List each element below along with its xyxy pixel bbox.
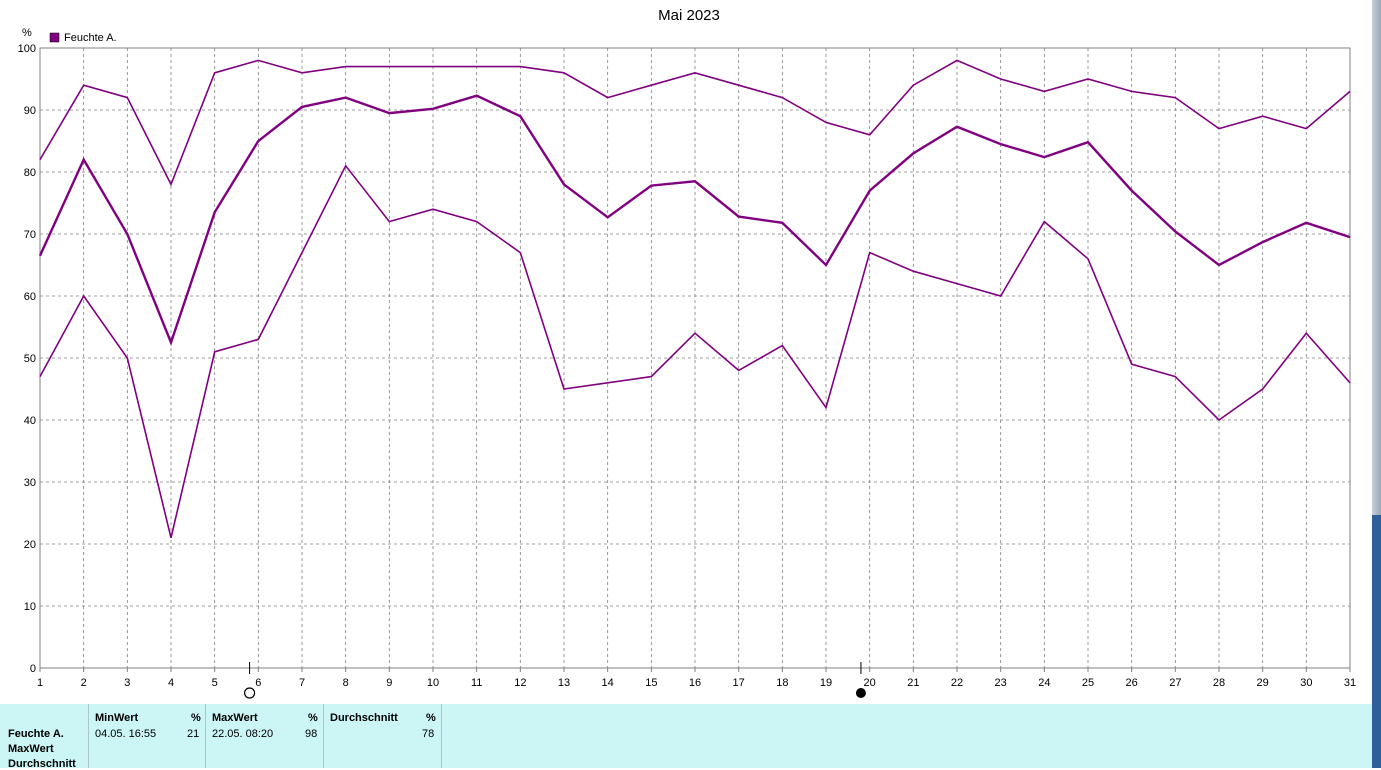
series-line-min <box>39 164 1351 538</box>
stats-row-avg: Durchschnitt <box>8 758 76 770</box>
new-moon-icon <box>855 688 866 698</box>
x-tick-label: 25 <box>1082 677 1094 689</box>
x-tick-label: 1 <box>37 677 43 689</box>
y-tick-label: 100 <box>18 43 36 55</box>
x-tick-label: 30 <box>1300 677 1312 689</box>
x-tick-label: 19 <box>820 677 832 689</box>
stats-avg-value: 78 <box>422 728 435 740</box>
series-line-max <box>39 59 1351 187</box>
x-tick-label: 11 <box>471 677 482 689</box>
y-tick-label: 10 <box>24 601 36 613</box>
stats-row-max: MaxWert <box>8 743 54 755</box>
legend-label: Feuchte A. <box>64 32 117 44</box>
x-tick-label: 24 <box>1038 677 1050 689</box>
stats-col-unit: % <box>426 712 436 724</box>
x-tick-label: 9 <box>386 677 392 689</box>
stats-panel: Feuchte A. MaxWert Durchschnitt MinWert … <box>0 704 1372 770</box>
x-tick-label: 26 <box>1126 677 1138 689</box>
x-tick-label: 2 <box>81 677 87 689</box>
stats-col-max: MaxWert % 22.05. 08:20 98 <box>205 704 323 768</box>
grid <box>40 48 1350 668</box>
y-tick-label: 70 <box>24 229 36 241</box>
window-edge-accent <box>1372 515 1381 768</box>
x-tick-label: 10 <box>427 677 439 689</box>
x-tick-label: 22 <box>951 677 963 689</box>
stats-max-value: 98 <box>305 728 318 740</box>
y-tick-label: 0 <box>30 663 36 675</box>
y-tick-label: 50 <box>24 353 36 365</box>
x-tick-label: 7 <box>299 677 305 689</box>
x-tick-label: 5 <box>212 677 218 689</box>
x-tick-label: 31 <box>1344 677 1356 689</box>
chart-title: Mai 2023 <box>658 7 720 24</box>
stats-col-unit: % <box>191 712 201 724</box>
y-tick-label: 30 <box>24 477 36 489</box>
stats-col-avg: Durchschnitt % 78 <box>323 704 442 768</box>
x-tick-label: 17 <box>733 677 745 689</box>
stats-max-time: 22.05. 08:20 <box>212 728 274 740</box>
stats-col-min: MinWert % 04.05. 16:55 21 <box>88 704 205 768</box>
stats-min-time: 04.05. 16:55 <box>95 728 157 740</box>
y-tick-label: 90 <box>24 105 36 117</box>
x-tick-label: 15 <box>645 677 657 689</box>
x-tick-label: 16 <box>689 677 701 689</box>
x-tick-label: 28 <box>1213 677 1225 689</box>
stats-min-value: 21 <box>187 728 200 740</box>
series-lines <box>38 59 1351 538</box>
series-line-avg <box>38 94 1351 346</box>
y-tick-label: 80 <box>24 167 36 179</box>
window-edge <box>1372 0 1381 768</box>
x-tick-label: 13 <box>558 677 570 689</box>
x-tick-label: 12 <box>514 677 526 689</box>
legend-swatch <box>49 32 60 43</box>
stats-row-series: Feuchte A. <box>8 728 64 740</box>
humidity-chart: Mai 2023 % Feuchte A. 0 10 20 30 40 50 60 70 80 9… <box>18 7 1356 699</box>
stats-col-header: MinWert <box>95 712 139 724</box>
stats-col-header: Durchschnitt <box>330 712 398 724</box>
x-tick-label: 18 <box>776 677 788 689</box>
y-tick-label: 20 <box>24 539 36 551</box>
x-tick-label: 4 <box>168 677 174 689</box>
x-tick-label: 29 <box>1257 677 1269 689</box>
moon-phases <box>244 662 866 699</box>
x-tick-label: 20 <box>864 677 876 689</box>
full-moon-icon <box>244 687 256 699</box>
x-tick-label: 27 <box>1169 677 1181 689</box>
x-tick-label: 8 <box>343 677 349 689</box>
y-axis-unit: % <box>22 27 32 39</box>
y-tick-label: 40 <box>24 415 36 427</box>
x-tick-label: 21 <box>907 677 919 689</box>
stats-col-unit: % <box>308 712 318 724</box>
x-tick-label: 14 <box>602 677 614 689</box>
x-tick-label: 3 <box>124 677 130 689</box>
stats-col-header: MaxWert <box>212 712 258 724</box>
y-tick-label: 60 <box>24 291 36 303</box>
x-tick-label: 6 <box>255 677 261 689</box>
x-tick-label: 23 <box>995 677 1007 689</box>
